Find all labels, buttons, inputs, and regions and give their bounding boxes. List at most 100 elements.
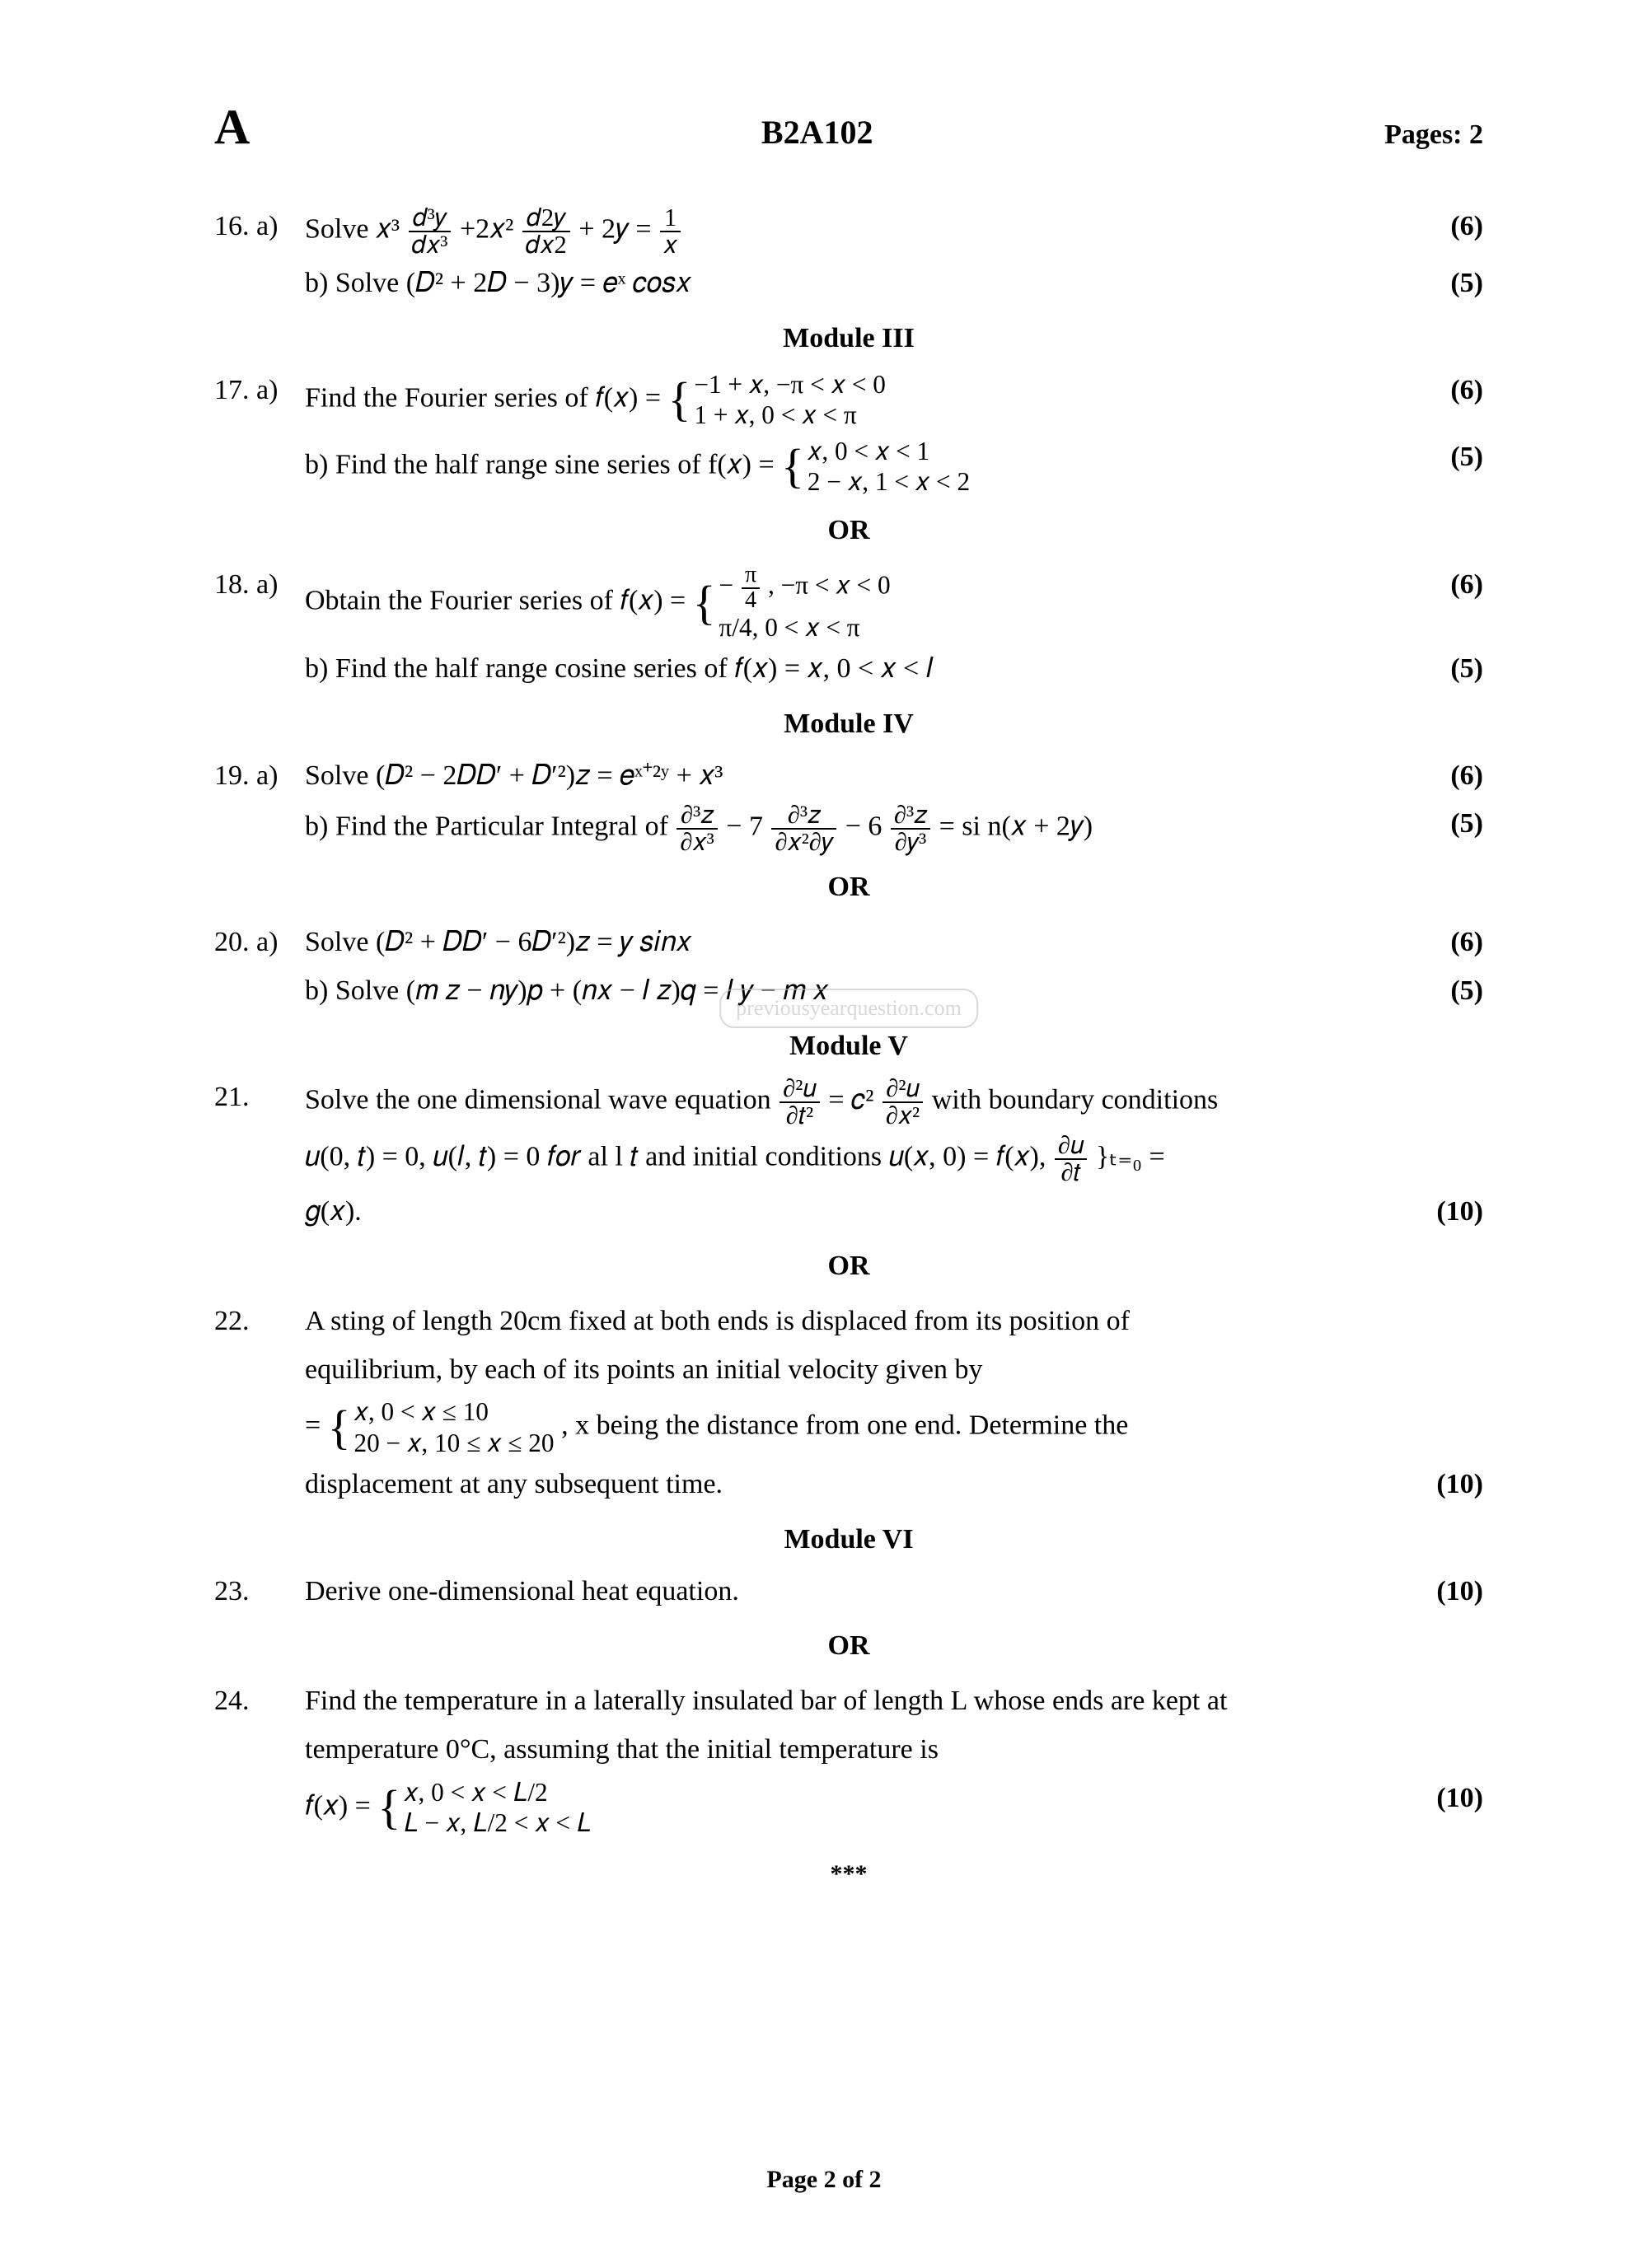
q24-row3: 𝑓(𝑥) = { 𝑥, 0 < 𝑥 < 𝐿/2 𝐿 − 𝑥, 𝐿/2 < 𝑥 <…	[214, 1777, 1483, 1839]
frac-num: 1	[660, 205, 681, 232]
frac-den: ∂𝑥³	[677, 830, 717, 855]
q21-text3: 𝑔(𝑥).	[305, 1190, 1409, 1234]
case-line: − π4 , −π < 𝑥 < 0	[719, 563, 890, 611]
q21-number: 21.	[214, 1076, 305, 1120]
q16a-mid1: +2𝑥²	[460, 213, 513, 244]
q16a-row: 16. a) Solve 𝑥³ 𝑑³𝑦𝑑𝑥³ +2𝑥² 𝑑2𝑦𝑑𝑥2 + 2𝑦 …	[214, 205, 1483, 257]
q19a-text: Solve (𝐷² − 2𝐷𝐷′ + 𝐷′²)𝑧 = 𝑒ˣ⁺²ʸ + 𝑥³	[305, 755, 1409, 798]
q22-text4: displacement at any subsequent time.	[305, 1463, 1409, 1507]
q19b-text: b) Find the Particular Integral of ∂³𝑧∂𝑥…	[305, 802, 1409, 854]
frac-num: 𝑑2𝑦	[522, 205, 570, 232]
q16a-mid2: + 2𝑦 =	[578, 213, 658, 244]
case-line: 1 + 𝑥, 0 < 𝑥 < π	[694, 400, 886, 431]
case-line: −1 + 𝑥, −π < 𝑥 < 0	[694, 369, 886, 400]
q24-row1: 24. Find the temperature in a laterally …	[214, 1680, 1483, 1723]
q19-number: 19. a)	[214, 755, 305, 798]
q16b-marks: (5)	[1409, 262, 1483, 306]
q24-row2: temperature 0°C, assuming that the initi…	[214, 1728, 1483, 1772]
q21-line2a: 𝑢(0, 𝑡) = 0, 𝑢(𝑙, 𝑡) = 0 𝑓𝑜𝑟 al l 𝑡 and …	[305, 1142, 1046, 1172]
q17a-brace: { −1 + 𝑥, −π < 𝑥 < 0 1 + 𝑥, 0 < 𝑥 < π	[668, 369, 886, 431]
q17a-row: 17. a) Find the Fourier series of 𝑓(𝑥) =…	[214, 369, 1483, 431]
pages-label: Pages: 2	[1384, 119, 1483, 151]
q21-line2b: }ₜ₌₀ =	[1096, 1142, 1165, 1172]
or-separator: OR	[214, 1625, 1483, 1668]
q16a-frac2: 𝑑2𝑦𝑑𝑥2	[522, 205, 570, 257]
brace-icon: {	[781, 450, 804, 483]
q20a-row: 20. a) Solve (𝐷² + 𝐷𝐷′ − 6𝐷′²)𝑧 = 𝑦 𝑠𝑖𝑛𝑥…	[214, 921, 1483, 965]
q17b-text: b) Find the half range sine series of f(…	[305, 436, 1409, 498]
module5-title: Module V	[214, 1025, 1483, 1069]
q17b-row: b) Find the half range sine series of f(…	[214, 436, 1483, 498]
q19a-row: 19. a) Solve (𝐷² − 2𝐷𝐷′ + 𝐷′²)𝑧 = 𝑒ˣ⁺²ʸ …	[214, 755, 1483, 798]
q16b-row: b) Solve (𝐷² + 2𝐷 − 3)𝑦 = 𝑒ˣ 𝑐𝑜𝑠𝑥 (5)	[214, 262, 1483, 306]
q19b-frac2: ∂³𝑧∂𝑥²∂𝑦	[771, 802, 836, 854]
q22-row3: = { 𝑥, 0 < 𝑥 ≤ 10 20 − 𝑥, 10 ≤ 𝑥 ≤ 20 , …	[214, 1396, 1483, 1458]
q21-row2: 𝑢(0, 𝑡) = 0, 𝑢(𝑙, 𝑡) = 0 𝑓𝑜𝑟 al l 𝑡 and …	[214, 1133, 1483, 1185]
case-line: 𝑥, 0 < 𝑥 ≤ 10	[353, 1396, 554, 1428]
or-separator: OR	[214, 866, 1483, 910]
q19b-m2: − 6	[845, 811, 883, 842]
q17a-marks: (6)	[1409, 369, 1483, 413]
q20a-text: Solve (𝐷² + 𝐷𝐷′ − 6𝐷′²)𝑧 = 𝑦 𝑠𝑖𝑛𝑥	[305, 921, 1409, 965]
q24-text1: Find the temperature in a laterally insu…	[305, 1680, 1409, 1723]
q18b-text: b) Find the half range cosine series of …	[305, 648, 1409, 691]
frac-num: 𝑑³𝑦	[409, 205, 452, 232]
q21-post1: with boundary conditions	[932, 1085, 1219, 1115]
q19b-row: b) Find the Particular Integral of ∂³𝑧∂𝑥…	[214, 802, 1483, 854]
content: 16. a) Solve 𝑥³ 𝑑³𝑦𝑑𝑥³ +2𝑥² 𝑑2𝑦𝑑𝑥2 + 2𝑦 …	[214, 205, 1483, 1893]
frac-den: ∂𝑦³	[891, 830, 930, 855]
q18a-marks: (6)	[1409, 563, 1483, 607]
q19b-pre: b) Find the Particular Integral of	[305, 811, 675, 842]
q18a-row: 18. a) Obtain the Fourier series of 𝑓(𝑥)…	[214, 563, 1483, 643]
q20a-marks: (6)	[1409, 921, 1483, 965]
q23-number: 23.	[214, 1570, 305, 1614]
q19b-frac3: ∂³𝑧∂𝑦³	[891, 802, 930, 854]
q17b-brace: { 𝑥, 0 < 𝑥 < 1 2 − 𝑥, 1 < 𝑥 < 2	[781, 436, 970, 498]
or-separator: OR	[214, 1245, 1483, 1288]
q22-row2: equilibrium, by each of its points an in…	[214, 1349, 1483, 1392]
q24-text3: 𝑓(𝑥) = { 𝑥, 0 < 𝑥 < 𝐿/2 𝐿 − 𝑥, 𝐿/2 < 𝑥 <…	[305, 1777, 1409, 1839]
q17a-cases: −1 + 𝑥, −π < 𝑥 < 0 1 + 𝑥, 0 < 𝑥 < π	[694, 369, 886, 431]
frac-num: ∂³𝑧	[771, 802, 836, 830]
frac-num: ∂²𝑢	[883, 1076, 923, 1103]
q19b-post: = si n(𝑥 + 2𝑦)	[939, 811, 1093, 842]
q22-text3: = { 𝑥, 0 < 𝑥 ≤ 10 20 − 𝑥, 10 ≤ 𝑥 ≤ 20 , …	[305, 1396, 1409, 1458]
q23-text: Derive one-dimensional heat equation.	[305, 1570, 1409, 1614]
or-separator: OR	[214, 509, 1483, 553]
watermark: previousyearquestion.com	[719, 989, 978, 1028]
q16a-frac1: 𝑑³𝑦𝑑𝑥³	[409, 205, 452, 257]
q16b-text: b) Solve (𝐷² + 2𝐷 − 3)𝑦 = 𝑒ˣ 𝑐𝑜𝑠𝑥	[305, 262, 1409, 306]
q20b-marks: (5)	[1409, 970, 1483, 1013]
q22-row1: 22. A sting of length 20cm fixed at both…	[214, 1300, 1483, 1344]
q18b-row: b) Find the half range cosine series of …	[214, 648, 1483, 691]
q16a-text: Solve 𝑥³ 𝑑³𝑦𝑑𝑥³ +2𝑥² 𝑑2𝑦𝑑𝑥2 + 2𝑦 = 1𝑥	[305, 205, 1409, 257]
q18a-text: Obtain the Fourier series of 𝑓(𝑥) = { − …	[305, 563, 1409, 643]
q24-brace: { 𝑥, 0 < 𝑥 < 𝐿/2 𝐿 − 𝑥, 𝐿/2 < 𝑥 < 𝐿	[377, 1777, 591, 1839]
q22-cases: 𝑥, 0 < 𝑥 ≤ 10 20 − 𝑥, 10 ≤ 𝑥 ≤ 20	[353, 1396, 554, 1458]
brace-icon: {	[668, 383, 691, 416]
frac-num: ∂³𝑧	[891, 802, 930, 830]
q21-marks: (10)	[1409, 1190, 1483, 1234]
brace-icon: {	[377, 1791, 400, 1824]
q20-number: 20. a)	[214, 921, 305, 965]
q22-text1: A sting of length 20cm fixed at both end…	[305, 1300, 1409, 1344]
q21-pre: Solve the one dimensional wave equation	[305, 1085, 778, 1115]
q18-number: 18. a)	[214, 563, 305, 607]
q19a-marks: (6)	[1409, 755, 1483, 798]
q17b-marks: (5)	[1409, 436, 1483, 479]
frac-num: ∂²𝑢	[780, 1076, 820, 1103]
frac-den: 𝑥	[660, 232, 681, 258]
q17b-pre: b) Find the half range sine series of f(…	[305, 449, 781, 479]
q16a-frac3: 1𝑥	[660, 205, 681, 257]
header-row: A B2A102 Pages: 2	[214, 99, 1483, 156]
q21-mid: = 𝑐²	[828, 1085, 881, 1115]
q16-number: 16. a)	[214, 205, 305, 249]
q16a-marks: (6)	[1409, 205, 1483, 249]
q17-number: 17. a)	[214, 369, 305, 413]
q18a-pre: Obtain the Fourier series of 𝑓(𝑥) =	[305, 586, 693, 616]
q21-text1: Solve the one dimensional wave equation …	[305, 1076, 1409, 1128]
q22-marks: (10)	[1409, 1463, 1483, 1507]
module6-title: Module VI	[214, 1518, 1483, 1562]
q21-frac3: ∂𝑢∂𝑡	[1055, 1133, 1088, 1185]
q19b-m1: − 7	[726, 811, 770, 842]
